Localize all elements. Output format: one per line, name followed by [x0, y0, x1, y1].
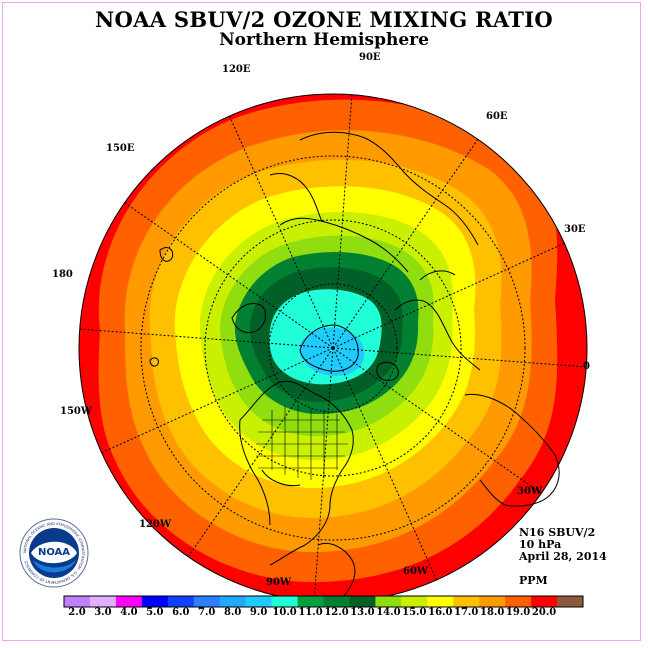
colorbar-swatch [115, 596, 143, 607]
colorbar-swatch [64, 596, 91, 607]
lon-label-120w: 120W [139, 519, 172, 530]
asia-coast [269, 131, 479, 246]
meridian-line [228, 114, 334, 349]
colorbar-label: 17.0 [454, 607, 479, 618]
colorbar-swatch [271, 596, 298, 607]
colorbar-label: 7.0 [197, 607, 216, 618]
lon-label-150e: 150E [106, 143, 135, 154]
colorbar-label: 3.0 [94, 607, 112, 618]
map-title: NOAA SBUV/2 OZONE MIXING RATIO [95, 7, 553, 32]
lon-label-30w: 30W [517, 486, 543, 497]
latitude-circle [140, 155, 526, 541]
colorbar-label: 19.0 [505, 607, 531, 618]
colorbar-swatch [557, 596, 584, 607]
colorbar-label: 20.0 [531, 607, 557, 618]
meridian-line [100, 347, 334, 454]
colorbar-swatch [193, 596, 220, 607]
coastlines [149, 131, 560, 601]
colorbar [63, 595, 584, 608]
meridian-line [78, 328, 334, 349]
info-instrument: N16 SBUV/2 [519, 526, 596, 539]
colorbar-label: 13.0 [350, 607, 375, 618]
colorbar-swatch [427, 596, 454, 607]
colorbar-swatch [323, 596, 350, 607]
siberia-coast [279, 217, 409, 273]
colorbar-label: 11.0 [298, 607, 323, 618]
info-level: 10 hPa [519, 538, 562, 551]
info-date: April 28, 2014 [519, 550, 607, 563]
north-america-coast [239, 380, 354, 566]
contour-band-9 [299, 327, 365, 376]
colorbar-swatch [531, 596, 558, 607]
colorbar-label: 16.0 [428, 607, 453, 618]
colorbar-swatch [219, 596, 246, 607]
map-subtitle: Northern Hemisphere [219, 30, 429, 50]
meridian-line [332, 347, 588, 368]
lon-label-90w: 90W [266, 577, 292, 588]
colorbar-label: 4.0 [120, 607, 138, 618]
graticule [78, 93, 588, 603]
contour-fill [79, 94, 587, 602]
colorbar-swatch [141, 596, 169, 607]
greenland-coast [299, 324, 359, 372]
colorbar-swatch [453, 596, 480, 607]
state-borders [256, 405, 348, 480]
colorbar-swatch [349, 596, 376, 607]
colorbar-label: 10.0 [272, 607, 297, 618]
colorbar-label: 15.0 [402, 607, 427, 618]
lon-label-60w: 60W [403, 566, 429, 577]
colorbar-swatch [297, 596, 324, 607]
lon-label-120e: 120E [222, 64, 251, 75]
south-america-coast [317, 543, 356, 601]
colorbar-swatch [505, 596, 532, 607]
meridian-line [332, 347, 438, 582]
colorbar-label: 14.0 [376, 607, 401, 618]
meridian-line [313, 347, 334, 603]
iceland-coast [376, 361, 399, 381]
us-state-grid [256, 405, 348, 480]
colorbar-swatch [479, 596, 506, 607]
colorbar-label: 2.0 [68, 607, 86, 618]
colorbar-label: 9.0 [249, 607, 268, 618]
meridian-line [332, 93, 353, 349]
noaa-logo: NOAA NATIONAL OCEANIC AND ATMOSPHERIC AD… [19, 518, 89, 588]
colorbar-swatch [167, 596, 195, 607]
europe-coast [394, 270, 481, 371]
lon-label-180: 180 [52, 269, 73, 280]
latitude-circle [268, 283, 398, 413]
colorbar-label: 18.0 [480, 607, 505, 618]
colorbar-label: 6.0 [172, 607, 190, 618]
logo-wave-icon [33, 560, 76, 573]
africa-coast [464, 393, 560, 507]
lon-label-0: 0 [583, 361, 590, 372]
lon-label-60e: 60E [486, 111, 508, 122]
latitude-circle [204, 219, 462, 477]
alaska-coast [231, 303, 266, 334]
colorbar-swatch [375, 596, 402, 607]
colorbar-swatch [401, 596, 428, 607]
logo-text: NOAA [38, 547, 70, 558]
colorbar-label: 8.0 [223, 607, 242, 618]
lon-label-30e: 30E [564, 224, 586, 235]
japan-coast [159, 247, 174, 262]
hawaii-coast [149, 357, 159, 367]
info-units: PPM [519, 574, 548, 587]
colorbar-swatch [89, 596, 117, 607]
lon-label-90e: 90E [359, 52, 381, 63]
colorbar-label: 5.0 [146, 607, 164, 618]
colorbar-label: 12.0 [324, 607, 349, 618]
colorbar-swatch [245, 596, 272, 607]
meridian-line [332, 242, 566, 349]
lon-label-150w: 150W [60, 406, 93, 417]
colorbar-border [63, 595, 584, 608]
logo-gull-icon [31, 541, 77, 564]
